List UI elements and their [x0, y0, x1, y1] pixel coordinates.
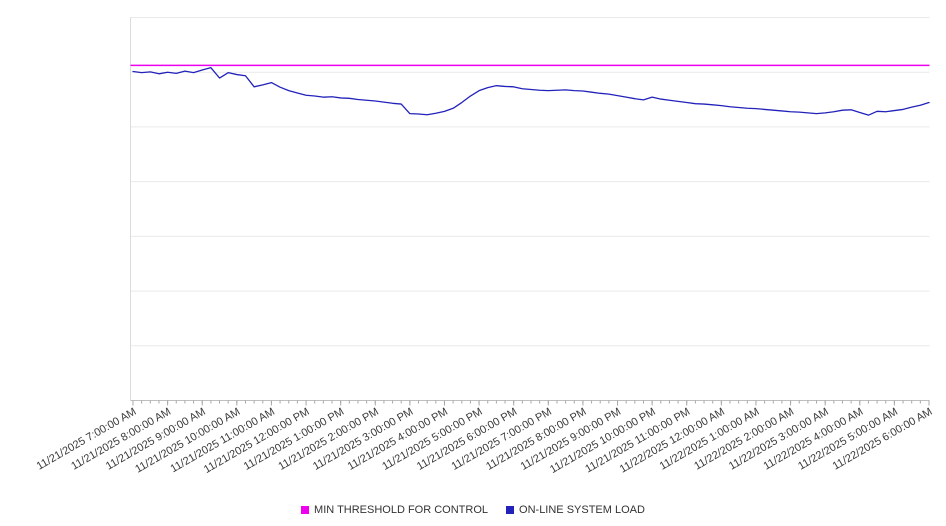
system-load-swatch-icon [506, 506, 515, 514]
legend-label-system-load: ON-LINE SYSTEM LOAD [519, 504, 645, 516]
legend-label-min-threshold: MIN THRESHOLD FOR CONTROL [314, 504, 489, 516]
system-load-line [132, 67, 930, 116]
legend-item-min-threshold[interactable]: MIN THRESHOLD FOR CONTROL [301, 504, 488, 516]
chart-legend: MIN THRESHOLD FOR CONTROL ON-LINE SYSTEM… [0, 504, 946, 516]
legend-item-system-load[interactable]: ON-LINE SYSTEM LOAD [506, 504, 645, 516]
min-threshold-swatch-icon [301, 506, 310, 514]
